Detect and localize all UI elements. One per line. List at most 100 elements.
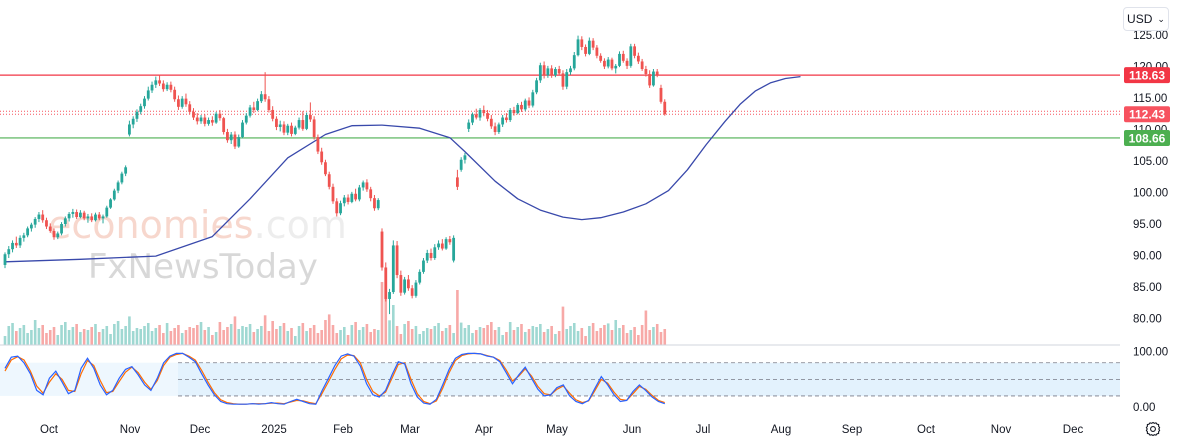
candle	[350, 191, 354, 204]
volume-bar	[346, 335, 350, 345]
candle	[388, 288, 391, 315]
volume-bar	[407, 321, 410, 345]
volume-bar	[26, 333, 29, 345]
candle-body	[195, 117, 199, 122]
candle	[116, 180, 120, 194]
candle-body	[610, 59, 614, 69]
candle	[505, 113, 508, 123]
currency-select[interactable]: USD ⌄	[1123, 7, 1169, 31]
candle	[293, 125, 297, 136]
candle-body	[48, 226, 52, 231]
candle	[214, 111, 218, 124]
volume-bar	[79, 332, 82, 345]
candle-body	[233, 134, 237, 147]
candle	[173, 86, 177, 102]
candle	[395, 241, 399, 279]
candle	[489, 115, 493, 129]
volume-bar	[286, 331, 290, 345]
candle-body	[512, 109, 516, 114]
candle-body	[154, 80, 158, 85]
candle	[584, 44, 587, 57]
candle-body	[256, 101, 259, 110]
candle	[448, 235, 452, 245]
volume-bar	[516, 327, 520, 345]
candle-body	[595, 47, 599, 56]
volume-bar	[184, 330, 188, 345]
volume-bar	[320, 330, 323, 345]
candle	[459, 157, 463, 172]
candle	[655, 69, 659, 78]
candle	[527, 97, 531, 109]
volume-bar	[561, 306, 565, 345]
volume-bar	[135, 328, 139, 345]
moving-average-layer	[4, 75, 801, 263]
volume-bar	[358, 330, 361, 345]
candle	[275, 116, 278, 131]
gear-icon[interactable]	[1142, 418, 1164, 440]
candle	[452, 235, 456, 263]
candle-body	[90, 216, 94, 221]
volume-bar	[214, 332, 218, 345]
candle-body	[7, 249, 11, 255]
candle	[425, 249, 429, 264]
candle-body	[116, 182, 120, 191]
stochastic-d-line	[4, 352, 665, 405]
candle-body	[478, 109, 482, 118]
volume-bar	[554, 334, 557, 345]
candle	[52, 228, 56, 240]
candle-body	[550, 68, 554, 76]
volume-bar	[324, 320, 327, 345]
candle-body	[301, 120, 305, 129]
candle-body	[467, 122, 471, 129]
candle-body	[373, 198, 376, 209]
volume-bar	[425, 328, 429, 345]
candle-body	[109, 199, 112, 208]
candle	[158, 74, 161, 87]
volume-bar	[384, 298, 388, 345]
candle	[561, 70, 565, 90]
candle-body	[290, 125, 293, 134]
x-tick-label: Oct	[917, 424, 936, 436]
candle-body	[614, 65, 618, 69]
candle	[610, 57, 614, 71]
candle	[599, 53, 603, 63]
candle	[335, 198, 339, 217]
candle-body	[293, 127, 297, 134]
volume-bar	[113, 324, 116, 345]
candle-body	[22, 235, 26, 238]
candle-body	[474, 114, 478, 118]
volume-bar	[565, 329, 569, 345]
candle	[410, 285, 414, 299]
candle	[305, 112, 308, 131]
candle	[203, 114, 207, 127]
volume-bar	[60, 325, 63, 345]
candle-body	[542, 65, 546, 76]
volume-bar	[41, 325, 44, 345]
volume-bar	[505, 332, 508, 345]
candle-body	[33, 218, 37, 225]
candle	[301, 111, 305, 131]
candle	[22, 232, 26, 242]
candle-body	[222, 118, 226, 133]
candle	[414, 280, 418, 298]
time-axis[interactable]: Oct Nov Dec 2025 Feb Mar Apr May Jun Jul Aug Sep Oct…	[40, 424, 1083, 436]
volume-bar	[165, 323, 169, 345]
candle	[124, 165, 128, 177]
candle-body	[663, 101, 667, 115]
candle-body	[259, 94, 263, 102]
volume-bar	[395, 326, 399, 345]
volume-bar	[648, 330, 651, 345]
volume-bar	[343, 327, 346, 345]
stochastic-tick-label: 100.00	[1133, 347, 1168, 359]
candle-body	[659, 87, 663, 102]
volume-bar	[354, 322, 357, 345]
candle-body	[599, 55, 603, 61]
price-axis[interactable]: 125.00120.00115.00110.00105.00100.0095.0…	[1133, 30, 1168, 414]
candle-body	[482, 109, 486, 114]
candle-body	[391, 245, 395, 293]
price-labels-layer: 118.63 112.43 108.66	[1124, 67, 1170, 146]
candle	[467, 119, 471, 133]
volume-bar	[437, 323, 440, 345]
volume-bar	[48, 330, 52, 345]
